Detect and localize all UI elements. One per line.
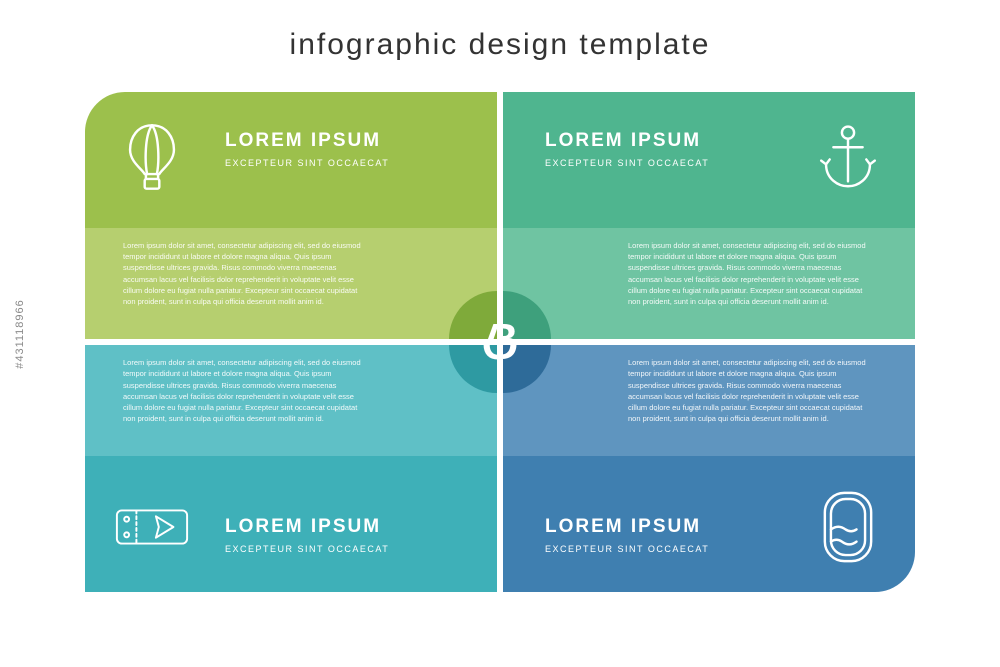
panel-d-header-band: LOREM IPSUM EXCEPTEUR SINT OCCAECAT [503,456,915,592]
panel-d-heading: LOREM IPSUM EXCEPTEUR SINT OCCAECAT [545,516,709,554]
panel-c-header-band: LOREM IPSUM EXCEPTEUR SINT OCCAECAT [85,456,497,592]
badge-d-letter: D [503,345,518,369]
anchor-icon [803,112,893,202]
badge-a-letter: A [482,315,497,339]
panel-a-body-band: Lorem ipsum dolor sit amet, consectetur … [85,228,497,339]
panel-d: Lorem ipsum dolor sit amet, consectetur … [503,345,915,592]
panel-d-subtitle: EXCEPTEUR SINT OCCAECAT [545,544,709,554]
panel-c: Lorem ipsum dolor sit amet, consectetur … [85,345,497,592]
panel-a-subtitle: EXCEPTEUR SINT OCCAECAT [225,158,389,168]
panel-a: LOREM IPSUM EXCEPTEUR SINT OCCAECAT Lore… [85,92,497,339]
panel-b-body: Lorem ipsum dolor sit amet, consectetur … [628,240,873,308]
panel-b: LOREM IPSUM EXCEPTEUR SINT OCCAECAT Lore… [503,92,915,339]
panel-a-heading: LOREM IPSUM EXCEPTEUR SINT OCCAECAT [225,130,389,168]
panel-d-body-band: Lorem ipsum dolor sit amet, consectetur … [503,345,915,456]
page-title: infographic design template [0,0,1000,80]
panel-b-heading: LOREM IPSUM EXCEPTEUR SINT OCCAECAT [545,130,709,168]
badge-b-letter: B [503,315,518,339]
panel-d-body: Lorem ipsum dolor sit amet, consectetur … [628,357,873,425]
infographic-grid: LOREM IPSUM EXCEPTEUR SINT OCCAECAT Lore… [85,92,915,592]
watermark-text: #431118966 [14,299,26,369]
hot-air-balloon-icon [107,112,197,202]
panel-c-body: Lorem ipsum dolor sit amet, consectetur … [123,357,368,425]
panel-c-heading: LOREM IPSUM EXCEPTEUR SINT OCCAECAT [225,516,389,554]
panel-a-body: Lorem ipsum dolor sit amet, consectetur … [123,240,368,308]
panel-b-body-band: Lorem ipsum dolor sit amet, consectetur … [503,228,915,339]
panel-d-title: LOREM IPSUM [545,516,709,538]
plane-ticket-icon [107,482,197,572]
panel-a-title: LOREM IPSUM [225,130,389,152]
panel-b-title: LOREM IPSUM [545,130,709,152]
panel-c-title: LOREM IPSUM [225,516,389,538]
panel-b-header-band: LOREM IPSUM EXCEPTEUR SINT OCCAECAT [503,92,915,228]
panel-b-subtitle: EXCEPTEUR SINT OCCAECAT [545,158,709,168]
panel-c-body-band: Lorem ipsum dolor sit amet, consectetur … [85,345,497,456]
panel-c-subtitle: EXCEPTEUR SINT OCCAECAT [225,544,389,554]
airplane-window-icon [803,482,893,572]
panel-a-header-band: LOREM IPSUM EXCEPTEUR SINT OCCAECAT [85,92,497,228]
badge-c-letter: C [482,345,497,369]
